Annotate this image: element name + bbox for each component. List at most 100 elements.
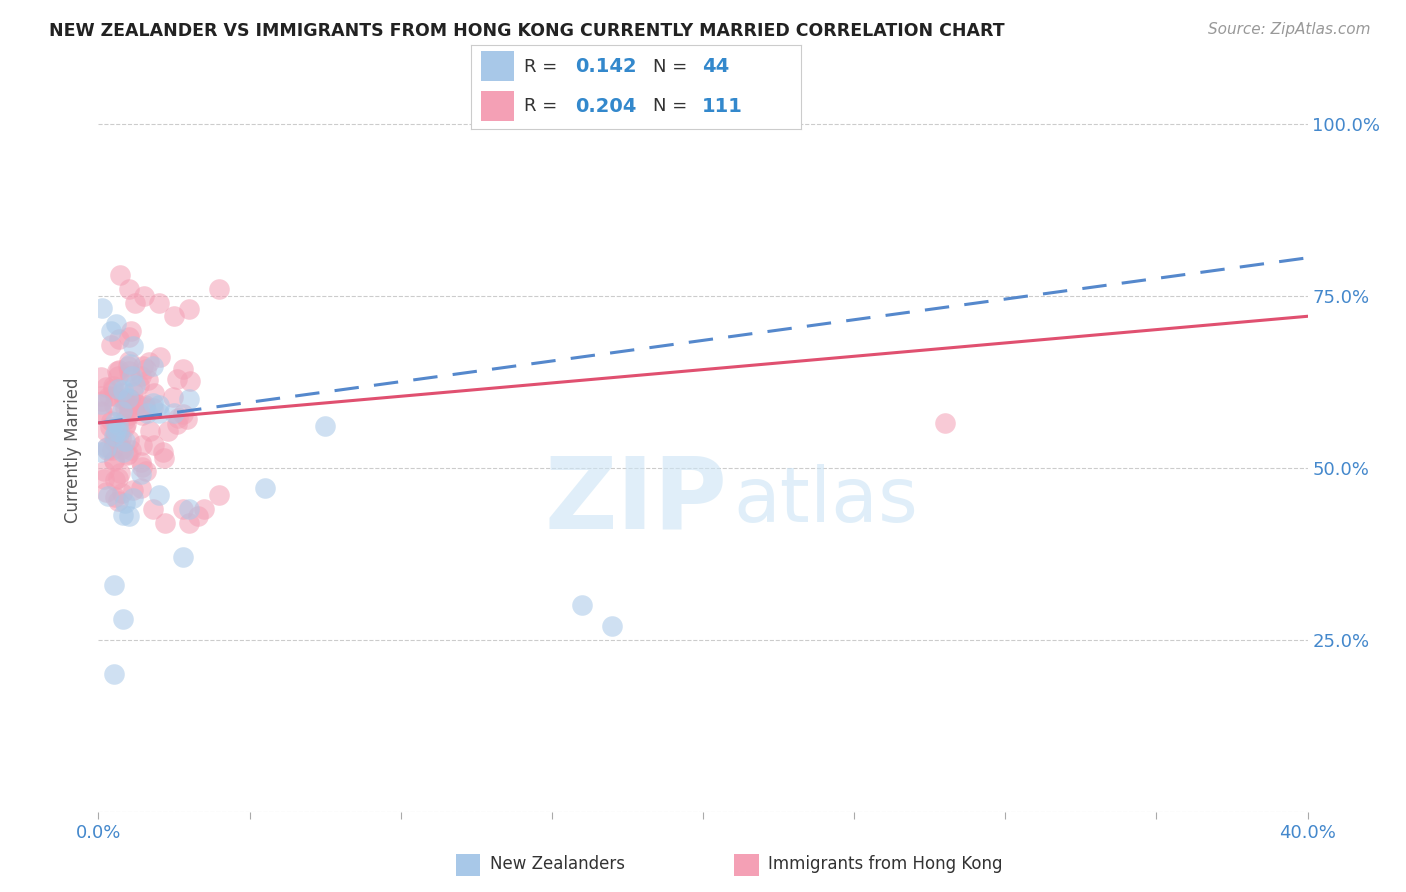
Point xyxy=(107,369,129,384)
Point xyxy=(115,417,138,431)
Point xyxy=(107,431,129,445)
Point xyxy=(121,368,143,383)
Point xyxy=(131,408,153,422)
Point xyxy=(108,466,131,480)
Point xyxy=(163,310,186,324)
Point xyxy=(118,358,141,372)
Point xyxy=(115,394,138,409)
FancyBboxPatch shape xyxy=(456,855,481,876)
Point xyxy=(90,389,112,403)
Point xyxy=(107,417,129,432)
Point xyxy=(208,282,231,296)
Point xyxy=(103,453,125,467)
Point xyxy=(124,295,146,310)
Point xyxy=(107,363,129,377)
Point xyxy=(253,481,276,495)
Point xyxy=(120,443,142,458)
Point xyxy=(172,408,194,422)
Point xyxy=(111,385,134,400)
Point xyxy=(90,445,112,459)
Point xyxy=(120,324,142,338)
Point xyxy=(118,409,141,423)
Point xyxy=(96,440,118,454)
Point xyxy=(94,424,117,438)
Point xyxy=(124,378,146,392)
Point xyxy=(94,484,117,499)
Point xyxy=(128,377,150,392)
Point xyxy=(571,599,593,613)
Point xyxy=(118,392,141,406)
Point xyxy=(103,429,125,443)
Point xyxy=(90,405,112,419)
Point xyxy=(132,288,155,302)
Point xyxy=(166,417,188,431)
Point xyxy=(118,401,141,416)
Point xyxy=(602,619,624,633)
Point xyxy=(142,385,165,400)
Point xyxy=(129,481,152,495)
Point xyxy=(115,448,138,462)
Point xyxy=(104,317,127,331)
Point xyxy=(142,438,165,452)
Point xyxy=(90,301,112,315)
Point xyxy=(104,388,127,402)
FancyBboxPatch shape xyxy=(734,855,759,876)
Point xyxy=(176,411,198,425)
Point xyxy=(108,332,131,346)
Point xyxy=(135,362,157,376)
FancyBboxPatch shape xyxy=(481,91,515,120)
Point xyxy=(138,355,160,369)
Point xyxy=(98,389,121,403)
Point xyxy=(122,338,145,352)
Point xyxy=(112,445,135,459)
Y-axis label: Currently Married: Currently Married xyxy=(65,377,83,524)
Point xyxy=(117,391,139,405)
Point xyxy=(107,382,129,396)
Point xyxy=(100,324,122,338)
Point xyxy=(121,384,143,399)
Point xyxy=(100,415,122,429)
Point xyxy=(104,429,127,443)
Text: N =: N = xyxy=(652,58,693,76)
Point xyxy=(135,406,157,420)
Point xyxy=(179,392,201,406)
Point xyxy=(114,420,136,434)
Text: 44: 44 xyxy=(703,57,730,76)
Point xyxy=(103,667,125,681)
Point xyxy=(172,550,194,565)
Point xyxy=(108,268,131,282)
Point xyxy=(117,447,139,461)
Point xyxy=(179,502,201,516)
Point xyxy=(152,445,174,459)
Point xyxy=(153,450,176,465)
Point xyxy=(101,382,124,396)
Point xyxy=(103,434,125,449)
Point xyxy=(111,404,134,418)
Text: 0.204: 0.204 xyxy=(575,97,637,116)
Point xyxy=(142,359,165,373)
Point xyxy=(111,612,134,626)
Point xyxy=(103,398,125,412)
Point xyxy=(118,404,141,418)
Point xyxy=(94,380,117,394)
Point xyxy=(118,282,141,296)
Text: New Zealanders: New Zealanders xyxy=(489,855,624,873)
Text: N =: N = xyxy=(652,97,693,115)
Point xyxy=(148,406,170,420)
Point xyxy=(103,577,125,591)
Point xyxy=(101,379,124,393)
Point xyxy=(107,493,129,508)
Point xyxy=(166,372,188,386)
Point xyxy=(208,488,231,502)
Point xyxy=(90,397,112,411)
Point xyxy=(124,397,146,411)
Point xyxy=(98,419,121,434)
Point xyxy=(118,353,141,368)
Point xyxy=(172,362,194,376)
Point xyxy=(114,413,136,427)
Point xyxy=(148,398,170,412)
Point xyxy=(156,424,179,438)
Point xyxy=(93,464,115,478)
Point xyxy=(131,438,153,452)
Point xyxy=(162,391,184,405)
